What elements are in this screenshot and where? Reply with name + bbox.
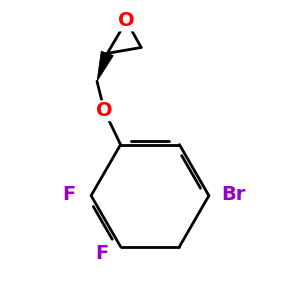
Text: O: O: [96, 101, 113, 120]
Text: F: F: [95, 244, 108, 263]
Text: Br: Br: [222, 185, 246, 204]
Text: O: O: [118, 11, 135, 31]
Text: F: F: [62, 185, 76, 204]
Polygon shape: [97, 51, 113, 81]
